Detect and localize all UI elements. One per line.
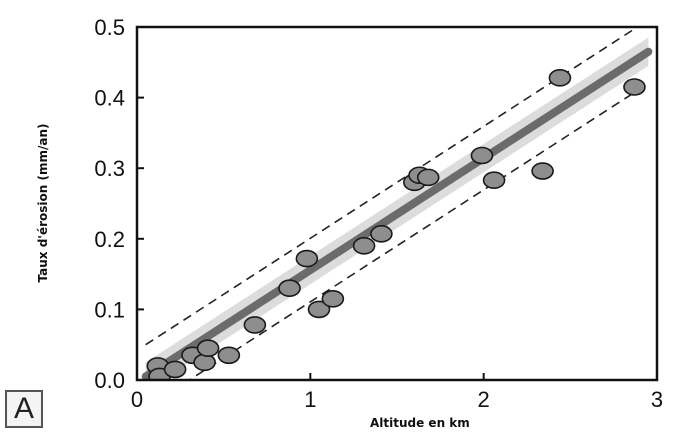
data-point [196,339,220,358]
data-point [548,69,572,87]
panel-label: A [13,392,34,425]
x-axis-title: Altitude en km [370,416,470,430]
data-point [470,146,494,165]
data-point [193,353,216,372]
data-point [416,168,440,187]
data-point [531,162,554,180]
lower-dashed-line [187,82,649,380]
plot-frame [135,25,659,382]
y-tick-label: 0.0 [94,368,125,393]
panel-label-box: A [5,390,43,428]
data-point [321,290,345,308]
upper-dashed-line [145,27,639,346]
y-tick-label: 0.2 [94,227,125,252]
data-point [278,279,301,298]
x-tick-label: 0 [131,387,143,412]
regression-line [141,47,653,380]
axis-ticks: 0.0 0.1 0.2 0.3 0.4 0.5 0 1 2 3 [94,15,663,412]
data-point [243,316,267,334]
x-tick-label: 1 [304,387,316,412]
x-tick-label: 3 [651,387,663,412]
data-point [623,78,646,96]
y-tick-label: 0.1 [94,297,125,322]
data-point [295,249,319,268]
data-point [482,171,506,190]
plot-area [141,27,653,380]
data-point [370,225,393,243]
data-point [163,360,187,379]
y-tick-label: 0.4 [94,86,125,111]
y-tick-label: 0.3 [94,156,125,181]
x-tick-label: 2 [478,387,490,412]
data-point [217,346,241,365]
y-tick-label: 0.5 [94,15,125,40]
data-point [352,237,376,255]
data-point [307,300,331,319]
y-axis-title: Taux d'érosion (mm/an) [36,124,50,283]
